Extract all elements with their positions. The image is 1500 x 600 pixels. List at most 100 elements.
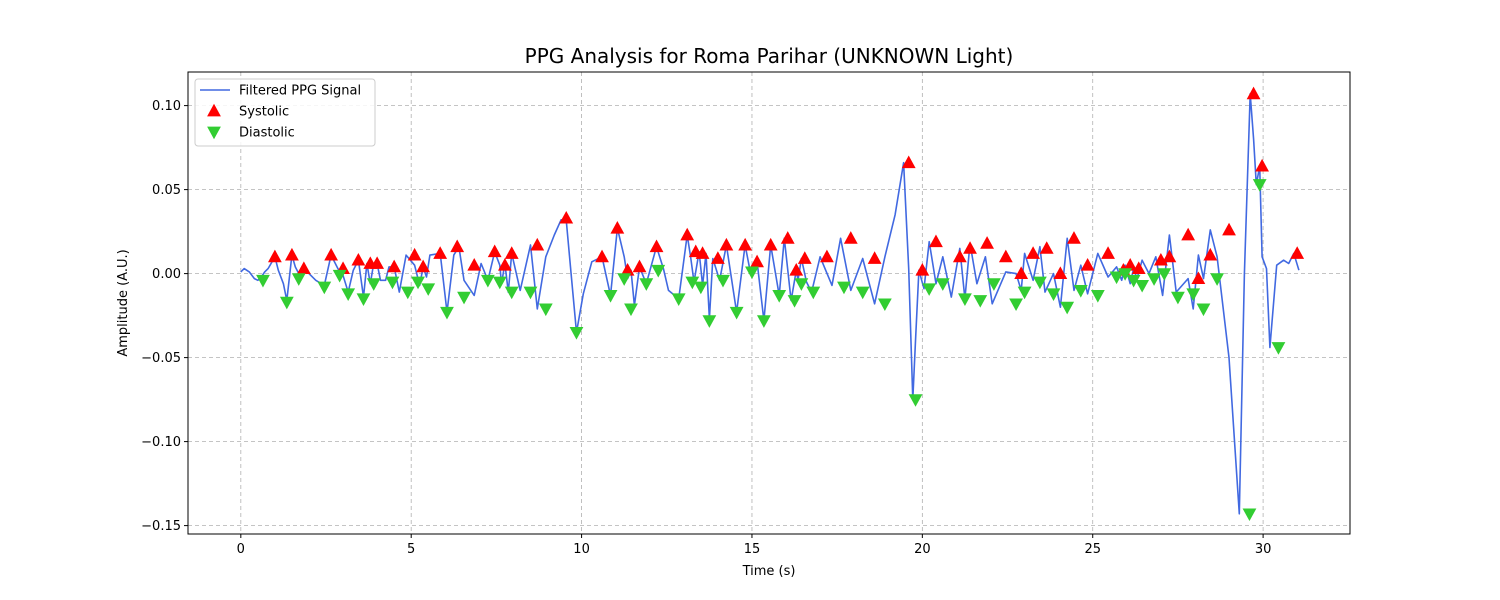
diastolic-marker bbox=[1046, 288, 1061, 301]
systolic-marker bbox=[433, 246, 448, 259]
diastolic-marker bbox=[1271, 342, 1286, 355]
legend-label: Filtered PPG Signal bbox=[239, 84, 361, 99]
legend: Filtered PPG Signal Systolic Diastolic bbox=[194, 78, 376, 147]
diastolic-marker bbox=[716, 274, 730, 288]
diastolic-marker bbox=[366, 278, 381, 291]
systolic-marker bbox=[901, 155, 916, 169]
systolic-marker bbox=[351, 252, 366, 266]
diastolic-marker bbox=[1186, 288, 1201, 301]
diastolic-marker bbox=[332, 269, 347, 283]
systolic-marker bbox=[620, 263, 635, 276]
diastolic-marker bbox=[624, 303, 638, 317]
diastolic-marker bbox=[457, 291, 471, 305]
systolic-marker bbox=[487, 244, 502, 258]
diastolic-marker bbox=[279, 296, 294, 310]
legend-box bbox=[194, 78, 376, 147]
systolic-marker bbox=[285, 247, 299, 261]
systolic-marker bbox=[467, 258, 482, 271]
diastolic-marker bbox=[1210, 273, 1225, 286]
legend-label: Systolic bbox=[239, 105, 289, 120]
diastolic-marker bbox=[693, 281, 708, 295]
diastolic-marker bbox=[603, 290, 618, 303]
systolic-marker bbox=[530, 237, 545, 251]
diastolic-marker bbox=[440, 306, 454, 320]
systolic-marker bbox=[998, 249, 1013, 263]
x-tick-label: 0 bbox=[237, 542, 245, 557]
diastolic-marker bbox=[411, 276, 425, 290]
systolic-marker bbox=[710, 251, 725, 264]
diastolic-marker bbox=[356, 293, 371, 306]
systolic-marker bbox=[559, 210, 574, 224]
systolic-marker bbox=[1181, 227, 1196, 241]
diastolic-marker bbox=[958, 293, 972, 306]
systolic-marker bbox=[820, 249, 834, 263]
systolic-marker bbox=[649, 239, 664, 253]
diastolic-marker bbox=[1196, 303, 1211, 317]
diastolic-marker bbox=[1033, 276, 1047, 290]
systolic-marker bbox=[450, 239, 465, 253]
x-tick-label: 30 bbox=[1255, 542, 1272, 557]
x-tick-label: 10 bbox=[573, 542, 590, 557]
diastolic-marker bbox=[1118, 268, 1132, 281]
diastolic-marker bbox=[794, 278, 809, 291]
diastolic-marker bbox=[341, 288, 356, 301]
diastolic-marker bbox=[1073, 285, 1088, 298]
diastolic-marker bbox=[480, 274, 495, 288]
systolic-marker bbox=[1222, 222, 1236, 236]
systolic-marker bbox=[963, 241, 977, 254]
diastolic-marker bbox=[855, 286, 870, 300]
diastolic-marker bbox=[935, 278, 950, 291]
y-tick-label: −0.05 bbox=[141, 351, 181, 366]
legend-systolic-swatch bbox=[207, 103, 221, 117]
legend-label: Diastolic bbox=[239, 126, 295, 141]
systolic-marker bbox=[1026, 246, 1040, 259]
systolic-marker bbox=[595, 249, 609, 263]
systolic-marker bbox=[1162, 249, 1177, 263]
diastolic-marker bbox=[1060, 301, 1075, 315]
systolic-marker bbox=[296, 261, 311, 274]
diastolic-marker bbox=[639, 278, 654, 291]
systolic-marker bbox=[1123, 258, 1138, 271]
diastolic-marker bbox=[523, 286, 538, 300]
y-axis-label: Amplitude (A.U.) bbox=[116, 249, 131, 356]
y-tick-label: −0.10 bbox=[141, 435, 181, 450]
systolic-marker bbox=[1290, 246, 1305, 259]
systolic-marker bbox=[498, 258, 512, 271]
systolic-marker bbox=[738, 237, 753, 251]
diastolic-marker bbox=[317, 281, 332, 295]
diastolic-marker bbox=[1252, 179, 1267, 192]
systolic-marker bbox=[387, 259, 402, 273]
systolic-marker bbox=[915, 263, 930, 276]
diastolic-marker bbox=[651, 264, 666, 278]
systolic-marker bbox=[1246, 86, 1261, 100]
y-tick-label: 0.10 bbox=[152, 99, 181, 114]
diastolic-marker bbox=[729, 306, 744, 320]
diastolic-marker bbox=[1009, 298, 1023, 312]
systolic-marker bbox=[407, 247, 422, 261]
x-tick-label: 15 bbox=[744, 542, 761, 557]
diastolic-marker bbox=[1126, 274, 1141, 288]
diastolic-marker bbox=[569, 327, 584, 340]
diastolic-marker bbox=[385, 276, 400, 290]
systolic-marker bbox=[789, 263, 804, 276]
systolic-marker bbox=[610, 221, 625, 234]
diastolic-marker bbox=[908, 394, 923, 407]
systolic-marker bbox=[1191, 271, 1206, 285]
x-tick-label: 20 bbox=[914, 542, 931, 557]
x-tick-label: 5 bbox=[407, 542, 415, 557]
systolic-marker bbox=[632, 259, 647, 273]
y-tick-label: 0.05 bbox=[152, 183, 181, 198]
systolic-marker bbox=[267, 249, 282, 263]
diastolic-marker bbox=[1135, 279, 1150, 293]
systolic-marker bbox=[504, 246, 519, 259]
chart-title: PPG Analysis for Roma Parihar (UNKNOWN L… bbox=[525, 44, 1014, 68]
systolic-marker bbox=[867, 251, 882, 264]
diastolic-marker bbox=[685, 276, 700, 290]
diastolic-marker bbox=[806, 286, 821, 300]
diastolic-marker bbox=[772, 290, 787, 303]
systolic-marker bbox=[1080, 258, 1095, 271]
x-axis-label: Time (s) bbox=[742, 564, 796, 579]
axis-ticks: 0 5 10 15 20 25 30 −0.15 −0.10 −0.05 0.00 0.05 0.10 bbox=[141, 99, 1271, 557]
diastolic-marker bbox=[671, 293, 686, 306]
